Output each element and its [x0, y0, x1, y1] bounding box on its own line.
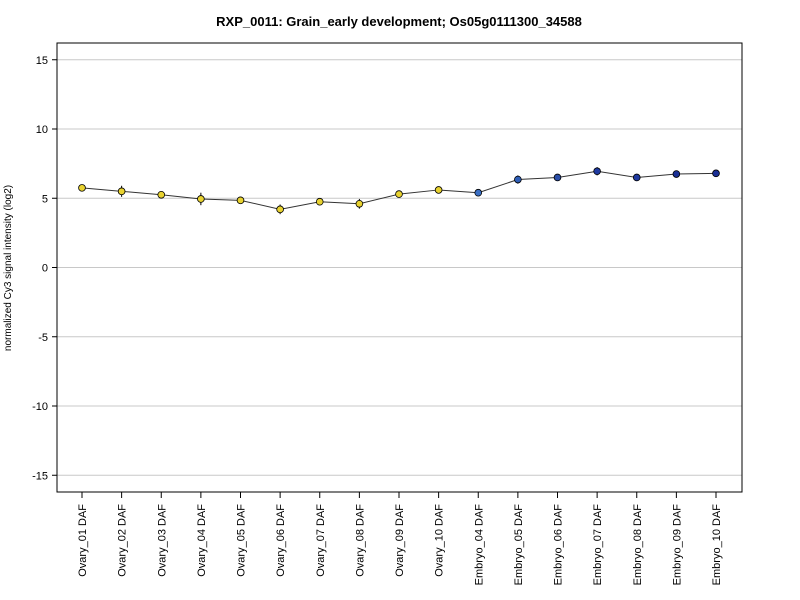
data-point — [355, 199, 364, 208]
data-point — [553, 173, 562, 182]
data-point — [593, 167, 601, 176]
y-axis-label: normalized Cy3 signal intensity (log2) — [3, 185, 14, 351]
data-point — [157, 190, 166, 199]
x-tick-label: Ovary_02 DAF — [117, 504, 129, 577]
x-axis: Ovary_01 DAF Ovary_02 DAF Ovary_03 DAF Ovar… — [77, 492, 723, 585]
x-tick-label: Embryo_05 DAF — [513, 504, 525, 586]
series — [78, 167, 720, 215]
data-point — [78, 184, 86, 192]
x-tick-label: Ovary_08 DAF — [354, 504, 366, 577]
data-point — [434, 186, 443, 194]
x-tick-label: Embryo_06 DAF — [553, 504, 565, 586]
x-tick-label: Ovary_05 DAF — [236, 504, 248, 577]
x-tick-label: Ovary_07 DAF — [315, 504, 327, 577]
x-tick-label: Ovary_09 DAF — [394, 504, 406, 577]
y-tick-label: -5 — [38, 332, 48, 344]
x-tick-label: Ovary_10 DAF — [434, 504, 446, 577]
x-tick-label: Ovary_01 DAF — [77, 504, 89, 577]
data-point — [672, 170, 681, 178]
chart-title: RXP_0011: Grain_early development; Os05g… — [216, 14, 582, 29]
data-point — [117, 187, 126, 196]
data-point — [197, 195, 205, 203]
data-point — [236, 196, 245, 205]
data-point — [712, 169, 720, 178]
y-tick-label: 0 — [42, 263, 48, 275]
y-tick-label: -10 — [32, 401, 48, 413]
gridlines — [57, 59, 742, 476]
x-tick-label: Embryo_04 DAF — [473, 504, 485, 586]
series-line — [81, 170, 717, 210]
x-tick-label: Ovary_04 DAF — [196, 504, 208, 577]
x-tick-label: Ovary_03 DAF — [156, 504, 168, 577]
data-point — [315, 197, 324, 206]
data-point — [276, 205, 284, 214]
y-tick-label: 15 — [36, 55, 48, 67]
data-point — [474, 188, 483, 197]
y-tick-label: 5 — [42, 193, 48, 205]
x-tick-label: Ovary_06 DAF — [275, 504, 287, 577]
data-point — [395, 190, 403, 198]
plot-frame — [56, 42, 743, 493]
y-tick-label: -15 — [32, 470, 48, 482]
x-tick-label: Embryo_07 DAF — [592, 504, 604, 586]
data-point — [514, 175, 522, 184]
data-point — [632, 173, 641, 182]
y-axis: -15 -10 -5 0 5 10 15 — [32, 55, 57, 482]
x-tick-label: Embryo_09 DAF — [671, 504, 683, 586]
y-tick-label: 10 — [36, 124, 48, 136]
x-tick-label: Embryo_08 DAF — [632, 504, 644, 586]
x-tick-label: Embryo_10 DAF — [711, 504, 723, 586]
